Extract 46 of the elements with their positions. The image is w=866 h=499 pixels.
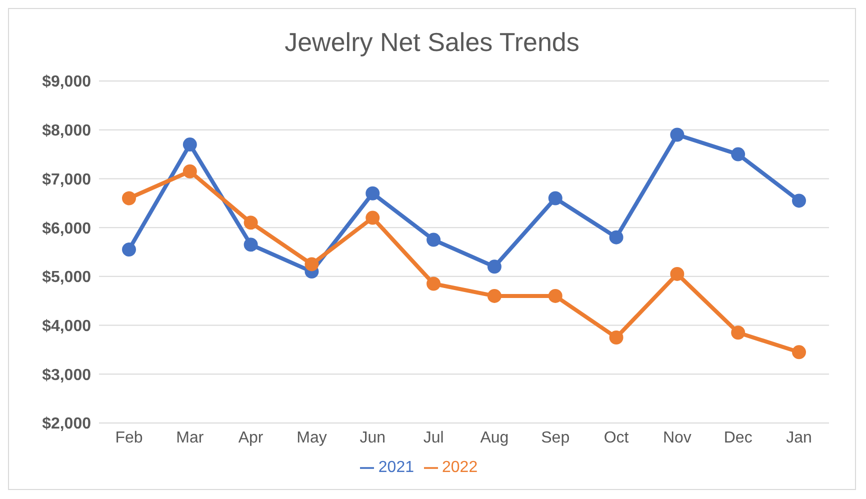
point <box>487 260 502 274</box>
y-tick-label: $6,000 <box>42 220 92 238</box>
y-tick-label: $9,000 <box>42 74 92 91</box>
point <box>792 345 806 360</box>
point <box>792 194 806 208</box>
x-tick-label: Feb <box>115 429 143 446</box>
x-tick-label: Oct <box>604 429 630 446</box>
x-tick-label: Jan <box>786 429 812 446</box>
x-tick-label: Aug <box>480 429 509 446</box>
y-tick-label: $3,000 <box>42 366 92 384</box>
point <box>122 191 136 206</box>
point <box>244 216 258 230</box>
point <box>244 238 258 252</box>
legend-label: 2021 <box>378 459 414 476</box>
point <box>731 326 746 340</box>
point <box>548 191 562 206</box>
point <box>122 242 136 257</box>
y-tick-label: $2,000 <box>42 416 92 433</box>
point <box>426 232 441 247</box>
point <box>426 276 441 291</box>
x-tick-label: May <box>296 429 327 446</box>
point <box>548 288 562 303</box>
point <box>366 186 380 200</box>
point <box>609 230 624 244</box>
y-tick-label: $7,000 <box>42 171 92 188</box>
legend-label: 2022 <box>442 459 478 476</box>
x-tick-label: Nov <box>662 429 692 446</box>
y-tick-label: $8,000 <box>42 122 92 140</box>
x-tick-label: Apr <box>238 429 264 446</box>
y-tick-label: $4,000 <box>42 318 92 335</box>
chart-title: Jewelry Net Sales Trends <box>284 26 580 59</box>
point <box>731 147 746 162</box>
y-tick-label: $5,000 <box>42 269 92 286</box>
point <box>487 288 502 303</box>
x-tick-label: Jun <box>360 429 386 446</box>
point <box>182 138 197 152</box>
point <box>366 210 380 225</box>
point <box>670 128 684 142</box>
point <box>182 164 197 178</box>
x-tick-label: Sep <box>541 429 570 446</box>
x-tick-label: Jul <box>423 429 444 446</box>
point <box>670 266 684 281</box>
x-tick-label: Mar <box>176 429 204 446</box>
x-tick-label: Dec <box>724 429 752 446</box>
point <box>609 330 624 344</box>
point <box>304 257 319 272</box>
